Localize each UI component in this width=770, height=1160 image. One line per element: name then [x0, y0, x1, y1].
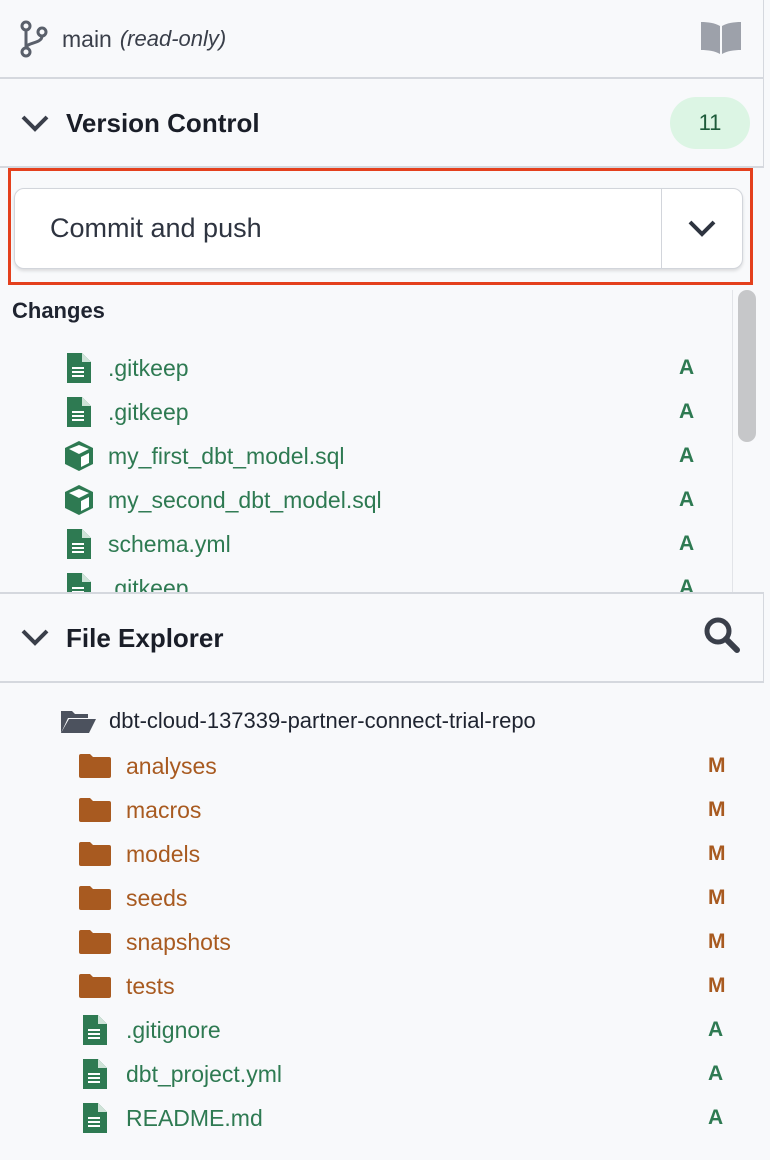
tree-item-name: analyses	[126, 752, 217, 779]
change-item[interactable]: my_second_dbt_model.sql A	[62, 478, 702, 522]
version-control-header[interactable]: Version Control	[0, 79, 764, 168]
folder-icon	[79, 974, 111, 998]
branch-name: main	[62, 25, 112, 52]
file-icon	[67, 573, 91, 593]
file-icon	[83, 1059, 107, 1089]
chevron-down-icon[interactable]	[20, 628, 50, 648]
status-modified: M	[708, 930, 726, 953]
commit-and-push-button[interactable]: Commit and push	[15, 189, 662, 268]
branch-bar: main (read-only)	[0, 0, 764, 78]
status-added: A	[679, 444, 695, 467]
tree-file[interactable]: README.md A	[79, 1096, 739, 1140]
tree-file[interactable]: .gitignore A	[79, 1008, 739, 1052]
status-added: A	[708, 1018, 724, 1041]
file-icon	[67, 353, 91, 383]
changes-label: Changes	[12, 298, 105, 323]
status-added: A	[679, 356, 695, 379]
change-item[interactable]: .gitkeep A	[62, 390, 702, 434]
scroll-track	[732, 290, 733, 593]
tree-item-name: .gitignore	[126, 1016, 221, 1043]
tree-folder[interactable]: macros M	[79, 788, 739, 832]
tree-item-name: snapshots	[126, 928, 231, 955]
folder-icon	[79, 886, 111, 910]
tree-item-name: dbt_project.yml	[126, 1060, 282, 1087]
change-item[interactable]: my_first_dbt_model.sql A	[62, 434, 702, 478]
git-branch-icon	[20, 20, 48, 58]
status-modified: M	[708, 886, 726, 909]
tree-folder[interactable]: tests M	[79, 964, 739, 1008]
status-added: A	[679, 532, 695, 555]
book-icon[interactable]	[699, 20, 743, 54]
tree-item-name: tests	[126, 972, 175, 999]
file-icon	[67, 397, 91, 427]
tree-folder[interactable]: models M	[79, 832, 739, 876]
folder-icon	[79, 798, 111, 822]
change-file-name: my_first_dbt_model.sql	[108, 442, 345, 469]
model-cube-icon	[65, 441, 93, 471]
tree-root-label: dbt-cloud-137339-partner-connect-trial-r…	[109, 708, 536, 733]
changes-list: .gitkeep A .gitkeep A my_first_dbt_model…	[0, 346, 732, 593]
tree-file[interactable]: dbt_project.yml A	[79, 1052, 739, 1096]
change-file-name: schema.yml	[108, 530, 231, 557]
file-explorer-header[interactable]: File Explorer	[0, 594, 764, 682]
chevron-down-icon[interactable]	[20, 114, 50, 134]
model-cube-icon	[65, 485, 93, 515]
changes-count-badge: 11	[670, 97, 750, 149]
change-file-name: .gitkeep	[108, 398, 189, 425]
status-added: A	[679, 488, 695, 511]
status-modified: M	[708, 974, 726, 997]
file-icon	[67, 529, 91, 559]
change-file-name: .gitkeep	[108, 354, 189, 381]
file-icon	[83, 1015, 107, 1045]
change-file-name: my_second_dbt_model.sql	[108, 486, 382, 513]
status-added: A	[708, 1106, 724, 1129]
file-explorer-title: File Explorer	[66, 622, 224, 653]
version-control-title: Version Control	[66, 108, 260, 138]
folder-open-icon	[61, 711, 96, 733]
folder-icon	[79, 930, 111, 954]
search-icon[interactable]	[703, 616, 741, 654]
status-modified: M	[708, 842, 726, 865]
change-file-name: .gitkeep	[108, 574, 189, 594]
folder-icon	[79, 754, 111, 778]
status-added: A	[679, 576, 695, 593]
tree-folder[interactable]: analyses M	[79, 744, 739, 788]
tree-folder[interactable]: seeds M	[79, 876, 739, 920]
change-item[interactable]: .gitkeep A	[62, 566, 702, 593]
tree-item-name: seeds	[126, 884, 188, 911]
commit-options-dropdown[interactable]	[662, 189, 742, 268]
folder-icon	[79, 842, 111, 866]
branch-mode: (read-only)	[119, 26, 227, 51]
tree-folder[interactable]: snapshots M	[79, 920, 739, 964]
tree-item-name: models	[126, 840, 201, 867]
status-modified: M	[708, 798, 726, 821]
file-icon	[83, 1103, 107, 1133]
tree-root-folder[interactable]: dbt-cloud-137339-partner-connect-trial-r…	[60, 699, 536, 743]
commit-split-button: Commit and push	[14, 188, 743, 269]
highlight-box	[8, 168, 753, 285]
tree-item-name: README.md	[126, 1104, 263, 1131]
changes-scrollbar[interactable]	[738, 290, 756, 442]
change-item[interactable]: .gitkeep A	[62, 346, 702, 390]
tree-item-name: macros	[126, 796, 202, 823]
chevron-down-icon	[688, 220, 716, 237]
status-added: A	[708, 1062, 724, 1085]
status-added: A	[679, 400, 695, 423]
change-item[interactable]: schema.yml A	[62, 522, 702, 566]
status-modified: M	[708, 754, 726, 777]
